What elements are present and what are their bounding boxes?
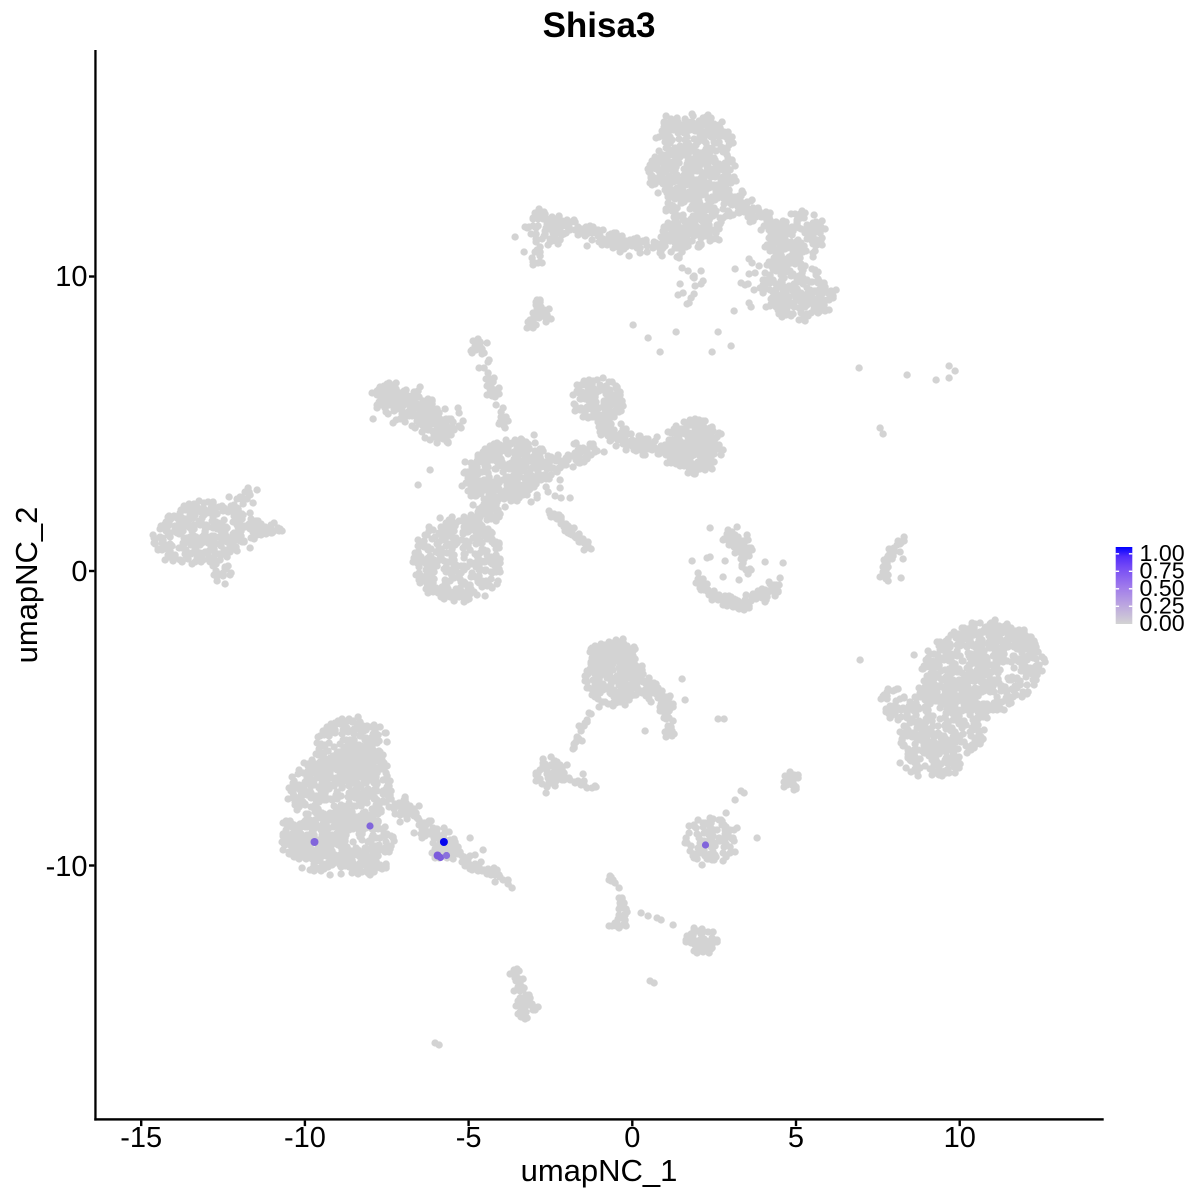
svg-text:0.50: 0.50 [1140, 575, 1185, 601]
svg-text:1.00: 1.00 [1140, 540, 1185, 566]
svg-text:-10: -10 [284, 1122, 326, 1154]
svg-text:-10: -10 [46, 851, 88, 883]
svg-text:-15: -15 [120, 1122, 162, 1154]
svg-text:0.25: 0.25 [1140, 593, 1185, 619]
svg-text:0: 0 [624, 1122, 640, 1154]
svg-text:0.00: 0.00 [1140, 610, 1185, 636]
svg-text:10: 10 [55, 261, 87, 293]
svg-text:-5: -5 [456, 1122, 482, 1154]
svg-text:Shisa3: Shisa3 [543, 6, 656, 45]
svg-text:0: 0 [71, 556, 87, 588]
svg-text:10: 10 [944, 1122, 976, 1154]
svg-text:0.75: 0.75 [1140, 558, 1185, 584]
svg-text:5: 5 [788, 1122, 804, 1154]
svg-text:umapNC_2: umapNC_2 [9, 507, 44, 664]
svg-text:umapNC_1: umapNC_1 [521, 1153, 678, 1188]
